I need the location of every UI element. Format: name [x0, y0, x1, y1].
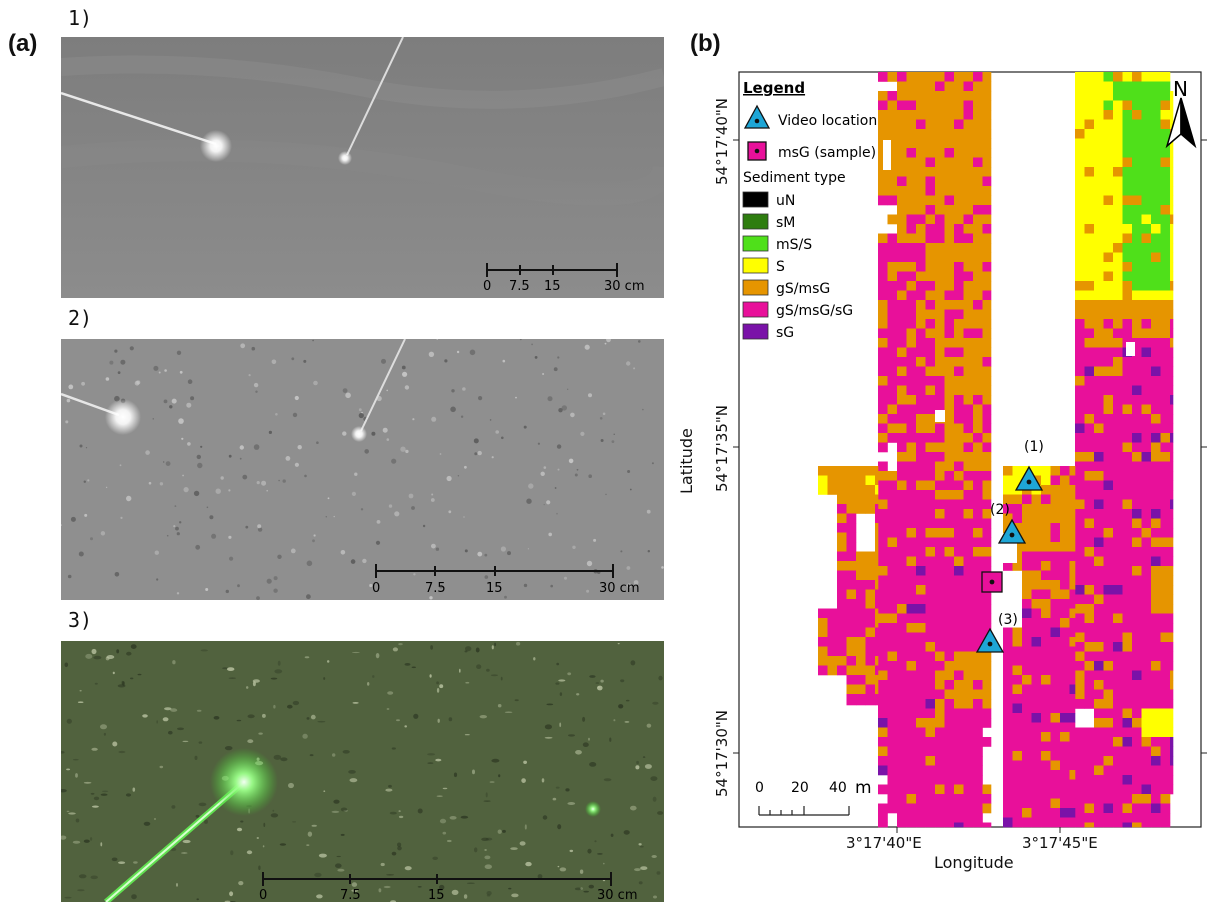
legend-swatch: [742, 301, 769, 318]
north-label: N: [1173, 77, 1188, 101]
laser-beam: [61, 91, 217, 146]
video-location-marker-2: [997, 518, 1027, 544]
panel-a-label: (a): [8, 30, 38, 57]
laser-dot: [200, 130, 232, 162]
photo-2-number: 2): [68, 306, 93, 330]
map-legend: Legend Video location msG (sample) Sedim…: [742, 79, 877, 341]
photo-1-number: 1): [68, 6, 93, 30]
legend-video-location: Video location: [778, 113, 877, 129]
scale-tick-label: 30 cm: [597, 888, 638, 902]
legend-swatch: [742, 191, 769, 208]
legend-swatch: [742, 235, 769, 252]
laser-dot: [338, 151, 352, 165]
legend-sediment-label: gS/msG: [776, 281, 830, 297]
legend-sediment-label: sG: [776, 325, 794, 341]
scale-tick-label: 15: [486, 581, 503, 596]
x-axis-title: Longitude: [934, 853, 1014, 872]
photo-3: 0 7.5 15 30 cm: [61, 641, 664, 902]
sample-marker: [981, 571, 1003, 593]
photo-1: 0 7.5 15 30 cm: [61, 37, 664, 298]
legend-sediment-label: gS/msG/sG: [776, 303, 853, 319]
legend-swatch: [742, 257, 769, 274]
scale-tick-label: 15: [544, 279, 561, 294]
scale-tick-label: 30 cm: [604, 279, 645, 294]
legend-title: Legend: [743, 79, 805, 97]
lat-label: 54°17'30"N: [713, 709, 731, 797]
video-location-marker-3: [975, 627, 1005, 653]
legend-sediment-label: S: [776, 259, 785, 275]
scale-tick-label: 20: [791, 780, 809, 796]
lon-label: 3°17'40"E: [846, 834, 922, 852]
scale-tick-label: 40: [829, 780, 847, 796]
scale-tick-label: 0: [483, 279, 491, 294]
legend-sediment-title: Sediment type: [743, 170, 846, 186]
laser-beam: [360, 339, 406, 432]
map-scale-bar: [758, 806, 850, 816]
legend-swatch: [742, 279, 769, 296]
video-marker-label-2: (2): [990, 502, 1010, 518]
video-marker-label-3: (3): [998, 612, 1018, 628]
lat-label: 54°17'40"N: [713, 97, 731, 185]
legend-sediment-label: mS/S: [776, 237, 812, 253]
north-arrow-icon: [1165, 97, 1197, 149]
laser-dot: [210, 748, 278, 816]
scale-tick-label: 30 cm: [599, 581, 640, 596]
scale-tick-label: 7.5: [509, 279, 530, 294]
scale-tick-label: 7.5: [340, 888, 361, 902]
video-location-marker-1: [1014, 465, 1044, 491]
laser-beam: [346, 37, 404, 156]
lon-label: 3°17'45"E: [1022, 834, 1098, 852]
panel-b-label: (b): [690, 30, 721, 57]
video-marker-label-1: (1): [1024, 439, 1044, 455]
sample-marker-icon: [747, 141, 767, 161]
scale-tick-label: 7.5: [425, 581, 446, 596]
scale-tick-label: 15: [428, 888, 445, 902]
scale-tick-label: 0: [372, 581, 380, 596]
photo-2: 0 7.5 15 30 cm: [61, 339, 664, 600]
legend-sample: msG (sample): [778, 145, 876, 161]
scale-tick-label: 0: [259, 888, 267, 902]
video-location-icon: [743, 104, 771, 129]
scale-unit: m: [855, 778, 872, 798]
lat-label: 54°17'35"N: [713, 404, 731, 492]
photo-3-number: 3): [68, 608, 93, 632]
legend-swatch: [742, 323, 769, 340]
laser-dot: [585, 801, 601, 817]
legend-sediment-label: uN: [776, 193, 795, 209]
legend-swatch: [742, 213, 769, 230]
y-axis-title: Latitude: [677, 428, 696, 494]
scale-tick-label: 0: [755, 780, 764, 796]
legend-sediment-label: sM: [776, 215, 795, 231]
laser-dot: [351, 426, 367, 442]
laser-dot: [105, 399, 141, 435]
